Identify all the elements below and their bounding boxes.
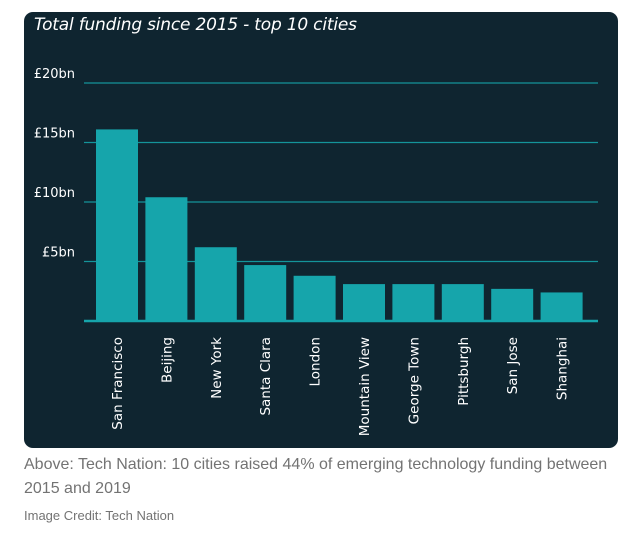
chart-title: Total funding since 2015 - top 10 cities [34, 15, 357, 35]
bar [96, 129, 138, 321]
image-credit: Image Credit: Tech Nation [24, 508, 175, 523]
x-tick-label: Santa Clara [258, 337, 274, 416]
bar [540, 292, 583, 321]
x-tick-label: George Town [406, 337, 422, 424]
y-tick-label: £5bn [42, 246, 75, 261]
x-tick-labels: San Francisco Beijing New York Santa Clara L… [110, 337, 571, 436]
x-tick-label: San Francisco [110, 337, 126, 430]
bars [96, 129, 583, 321]
bar [293, 275, 336, 321]
x-tick-label: London [308, 337, 324, 387]
x-tick-label: New York [209, 337, 225, 399]
x-tick-label: Mountain View [357, 337, 373, 436]
chart-card: Total funding since 2015 - top 10 cities… [24, 12, 618, 448]
bar-chart: £5bn £10bn £15bn £20bn San Francisco Beijing… [34, 67, 598, 436]
y-tick-label: £20bn [34, 67, 75, 82]
bar [194, 247, 237, 321]
x-tick-label: Beijing [159, 337, 175, 383]
y-tick-label: £10bn [34, 186, 75, 201]
x-tick-label: San Jose [505, 337, 521, 394]
image-caption: Above: Tech Nation: 10 cities raised 44%… [24, 456, 608, 497]
bar [343, 284, 385, 321]
bar [491, 288, 534, 321]
x-tick-label: Pittsburgh [456, 337, 472, 406]
y-tick-label: £15bn [34, 127, 75, 142]
bar [244, 265, 287, 321]
bar [145, 197, 188, 321]
bar [392, 284, 435, 321]
x-tick-label: Shanghai [555, 337, 571, 400]
bar [441, 284, 484, 321]
y-tick-labels: £5bn £10bn £15bn £20bn [34, 67, 75, 261]
